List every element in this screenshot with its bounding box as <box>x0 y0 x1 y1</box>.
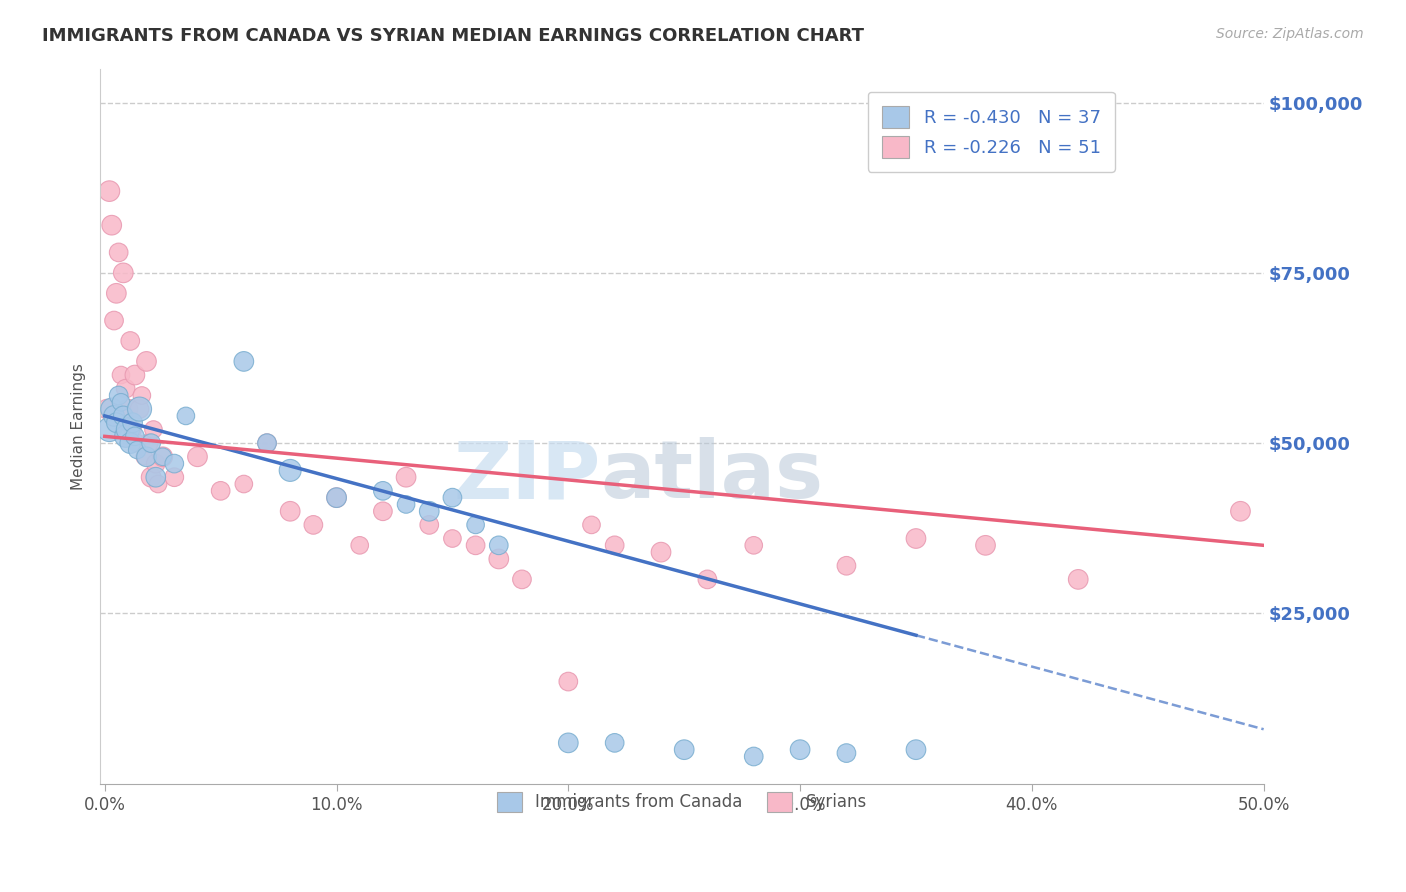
Point <box>174 409 197 423</box>
Point <box>117 402 139 417</box>
Point <box>131 388 153 402</box>
Point <box>114 429 136 443</box>
Point <box>603 538 626 552</box>
Point <box>135 450 157 464</box>
Point <box>145 470 167 484</box>
Text: atlas: atlas <box>600 437 824 516</box>
Point <box>107 388 129 402</box>
Point <box>114 382 136 396</box>
Point <box>127 442 149 457</box>
Point <box>120 334 142 348</box>
Point <box>371 504 394 518</box>
Legend: Immigrants from Canada, Syrians: Immigrants from Canada, Syrians <box>484 779 880 825</box>
Point <box>186 450 208 464</box>
Point <box>418 504 440 518</box>
Point <box>139 470 162 484</box>
Point <box>112 266 135 280</box>
Point <box>742 749 765 764</box>
Point <box>103 313 125 327</box>
Point <box>464 517 486 532</box>
Point <box>325 491 347 505</box>
Y-axis label: Median Earnings: Median Earnings <box>72 363 86 490</box>
Point <box>112 409 135 423</box>
Point <box>121 416 143 430</box>
Point <box>349 538 371 552</box>
Point <box>128 402 150 417</box>
Point <box>135 354 157 368</box>
Point <box>121 423 143 437</box>
Point <box>603 736 626 750</box>
Point <box>325 491 347 505</box>
Point <box>488 538 510 552</box>
Text: IMMIGRANTS FROM CANADA VS SYRIAN MEDIAN EARNINGS CORRELATION CHART: IMMIGRANTS FROM CANADA VS SYRIAN MEDIAN … <box>42 27 865 45</box>
Point <box>232 354 254 368</box>
Point <box>789 742 811 756</box>
Point <box>139 436 162 450</box>
Point <box>557 736 579 750</box>
Point <box>650 545 672 559</box>
Text: ZIP: ZIP <box>453 437 600 516</box>
Point <box>441 532 464 546</box>
Point <box>110 368 132 382</box>
Point <box>127 436 149 450</box>
Point <box>904 742 927 756</box>
Point <box>96 402 118 417</box>
Point <box>904 532 927 546</box>
Point <box>142 423 165 437</box>
Point <box>557 674 579 689</box>
Point <box>232 477 254 491</box>
Point <box>110 395 132 409</box>
Point <box>98 423 121 437</box>
Point <box>278 504 301 518</box>
Point <box>395 470 418 484</box>
Point <box>673 742 696 756</box>
Point <box>152 450 174 464</box>
Point <box>418 517 440 532</box>
Point <box>100 402 122 417</box>
Point <box>146 477 169 491</box>
Point <box>256 436 278 450</box>
Point <box>107 245 129 260</box>
Point <box>581 517 603 532</box>
Point <box>117 423 139 437</box>
Point <box>371 483 394 498</box>
Point <box>742 538 765 552</box>
Point <box>98 184 121 198</box>
Point <box>105 416 128 430</box>
Point <box>124 429 146 443</box>
Point <box>256 436 278 450</box>
Point <box>696 573 718 587</box>
Point <box>105 286 128 301</box>
Point <box>835 558 858 573</box>
Point <box>124 368 146 382</box>
Point <box>835 746 858 760</box>
Point <box>464 538 486 552</box>
Point <box>134 450 156 464</box>
Point <box>145 457 167 471</box>
Point <box>120 436 142 450</box>
Point <box>138 436 160 450</box>
Point <box>163 470 186 484</box>
Point <box>1067 573 1090 587</box>
Point <box>395 498 418 512</box>
Point <box>302 517 325 532</box>
Point <box>100 218 122 232</box>
Text: Source: ZipAtlas.com: Source: ZipAtlas.com <box>1216 27 1364 41</box>
Point <box>128 402 150 417</box>
Point <box>974 538 997 552</box>
Point <box>209 483 232 498</box>
Point <box>152 450 174 464</box>
Point <box>510 573 533 587</box>
Point <box>163 457 186 471</box>
Point <box>1229 504 1251 518</box>
Point <box>488 552 510 566</box>
Point <box>441 491 464 505</box>
Point <box>103 409 125 423</box>
Point <box>278 463 301 477</box>
